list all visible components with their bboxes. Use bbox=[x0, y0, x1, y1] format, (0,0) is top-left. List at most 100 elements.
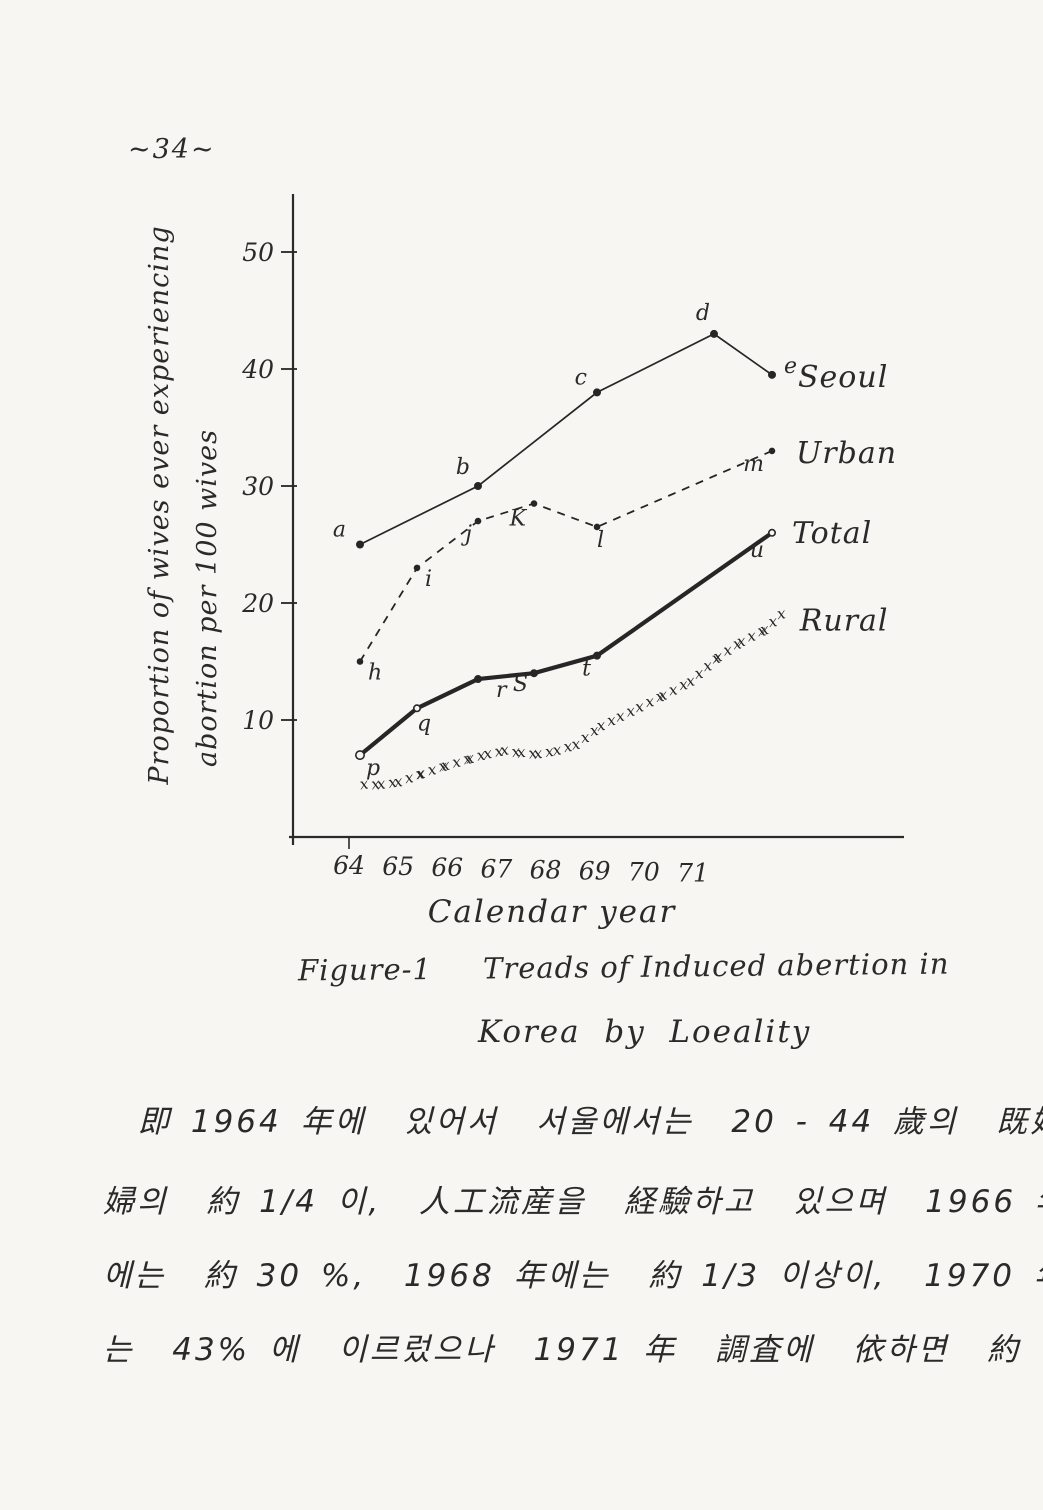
rural-x-mark: x bbox=[387, 773, 398, 792]
legend-label-seoul: Seoul bbox=[798, 360, 888, 395]
y-ticks: 50 40 30 20 10 bbox=[241, 238, 297, 735]
rural-x-mark: x bbox=[634, 697, 645, 716]
data-point-label: i bbox=[425, 567, 432, 592]
data-point-label: S bbox=[513, 672, 528, 697]
y-axis-label-line2: abortion per 100 wives bbox=[192, 429, 223, 767]
rural-x-mark: x bbox=[589, 721, 600, 740]
rural-x-mark: x bbox=[510, 742, 521, 761]
x-tick-label: 66 bbox=[431, 853, 463, 882]
rural-x-mark: x bbox=[404, 768, 415, 787]
figure-caption-line1: Figure-1 Treads of Induced abertion in bbox=[297, 946, 950, 988]
body-text-line-2: 婦의 約 1/4 이, 人工流産을 経驗하고 있으며 1966 年 bbox=[103, 1184, 1043, 1220]
body-text-line-1: 即 1964 年에 있어서 서울에서는 20 - 44 歲의 既婚 bbox=[138, 1104, 1043, 1140]
body-text-line-4: 는 43% 에 이르렀으나 1971 年 調査에 依하면 約 bbox=[103, 1332, 1021, 1368]
rural-x-mark: x bbox=[562, 737, 573, 756]
rural-x-mark: x bbox=[657, 685, 668, 704]
rural-x-mark: x bbox=[440, 756, 451, 775]
rural-x-mark: x bbox=[462, 749, 473, 768]
rural-x-mark: x bbox=[694, 664, 705, 683]
data-point-a bbox=[355, 540, 364, 549]
data-point-t bbox=[592, 651, 601, 660]
x-axis-label: Calendar year bbox=[428, 894, 677, 930]
rural-x-mark: x bbox=[736, 632, 747, 651]
rural-x-mark: x bbox=[625, 701, 636, 720]
data-point-label: h bbox=[368, 661, 382, 686]
x-tick-label: 71 bbox=[677, 859, 709, 888]
figure-caption-line2: Korea by Loeality bbox=[478, 1014, 812, 1050]
rural-x-mark: x bbox=[606, 711, 617, 730]
series-line-total bbox=[358, 531, 774, 757]
rural-x-mark: x bbox=[359, 774, 370, 793]
rural-x-mark: x bbox=[416, 764, 427, 783]
body-text-line-3: 에는 約 30 %, 1968 年에는 約 1/3 이상이, 1970 年에 bbox=[103, 1258, 1043, 1294]
rural-x-mark: x bbox=[499, 740, 510, 759]
rural-x-mark: x bbox=[580, 728, 591, 747]
series-line-urban bbox=[359, 450, 773, 662]
y-tick-label: 30 bbox=[242, 472, 274, 501]
data-point-p bbox=[354, 750, 365, 761]
rural-x-mark: x bbox=[615, 707, 626, 726]
rural-x-mark: x bbox=[570, 735, 581, 754]
rural-x-mark: x bbox=[544, 742, 555, 761]
series-line-seoul bbox=[359, 332, 773, 546]
x-tick-label: 68 bbox=[530, 855, 562, 884]
x-tick-labels: 64 65 66 67 68 69 70 71 bbox=[333, 851, 709, 888]
data-point-S bbox=[529, 669, 538, 678]
data-point-label: t bbox=[582, 657, 591, 682]
x-tick-label: 65 bbox=[382, 852, 414, 881]
rural-x-mark: x bbox=[746, 626, 757, 645]
rural-x-mark: x bbox=[476, 746, 487, 765]
rural-x-mark: x bbox=[776, 604, 787, 623]
rural-x-mark: x bbox=[376, 774, 387, 793]
data-point-label: j bbox=[460, 522, 472, 547]
legend-label-urban: Urban bbox=[796, 436, 897, 471]
rural-x-mark: x bbox=[732, 634, 743, 653]
data-point-label: a bbox=[333, 518, 346, 543]
rural-x-mark: x bbox=[711, 648, 722, 667]
chart-legend: Seoul Urban Total Rural bbox=[792, 360, 897, 639]
data-point-l bbox=[593, 523, 601, 531]
rural-x-mark: x bbox=[533, 744, 544, 763]
page-number: ~34~ bbox=[128, 134, 216, 165]
rural-x-mark: x bbox=[370, 774, 381, 793]
data-point-h bbox=[356, 658, 364, 665]
rural-x-mark: x bbox=[516, 743, 527, 762]
rural-x-mark: x bbox=[702, 656, 713, 675]
rural-x-mark: x bbox=[668, 680, 679, 699]
data-point-label: m bbox=[743, 452, 764, 477]
x-tick-label: 70 bbox=[628, 858, 660, 887]
rural-x-mark: x bbox=[767, 612, 778, 631]
x-tick-label: 67 bbox=[481, 854, 513, 883]
data-point-label: d bbox=[696, 301, 710, 326]
rural-x-mark: x bbox=[596, 716, 607, 735]
data-point-q bbox=[412, 704, 421, 713]
x-tick-label: 64 bbox=[333, 851, 365, 880]
data-point-label: l bbox=[597, 528, 604, 553]
rural-x-mark: x bbox=[655, 687, 666, 706]
rural-x-mark: x bbox=[685, 671, 696, 690]
rural-x-mark: x bbox=[759, 620, 770, 639]
rural-x-mark: x bbox=[527, 744, 538, 763]
data-point-label: K bbox=[509, 507, 528, 532]
rural-x-mark: x bbox=[451, 752, 462, 771]
rural-x-mark: x bbox=[427, 760, 438, 779]
data-point-label: r bbox=[496, 678, 508, 703]
data-point-j bbox=[474, 517, 482, 525]
rural-x-mark: x bbox=[482, 744, 493, 763]
data-point-label: e bbox=[784, 354, 797, 379]
rural-x-mark: x bbox=[552, 740, 563, 759]
figure-1-chart: Proportion of wives ever experiencing ab… bbox=[144, 194, 904, 930]
data-point-c bbox=[592, 388, 601, 397]
y-tick-label: 50 bbox=[242, 238, 274, 267]
rural-x-mark: x bbox=[644, 692, 655, 711]
rural-x-mark: x bbox=[756, 621, 767, 640]
data-point-label: c bbox=[575, 365, 587, 390]
data-point-m bbox=[768, 447, 776, 455]
data-point-label: q bbox=[417, 711, 431, 736]
data-point-u bbox=[767, 528, 776, 537]
rural-x-mark: x bbox=[678, 675, 689, 694]
rural-x-mark: x bbox=[414, 764, 425, 783]
rural-x-mark: x bbox=[713, 647, 724, 666]
data-point-e bbox=[767, 370, 776, 379]
